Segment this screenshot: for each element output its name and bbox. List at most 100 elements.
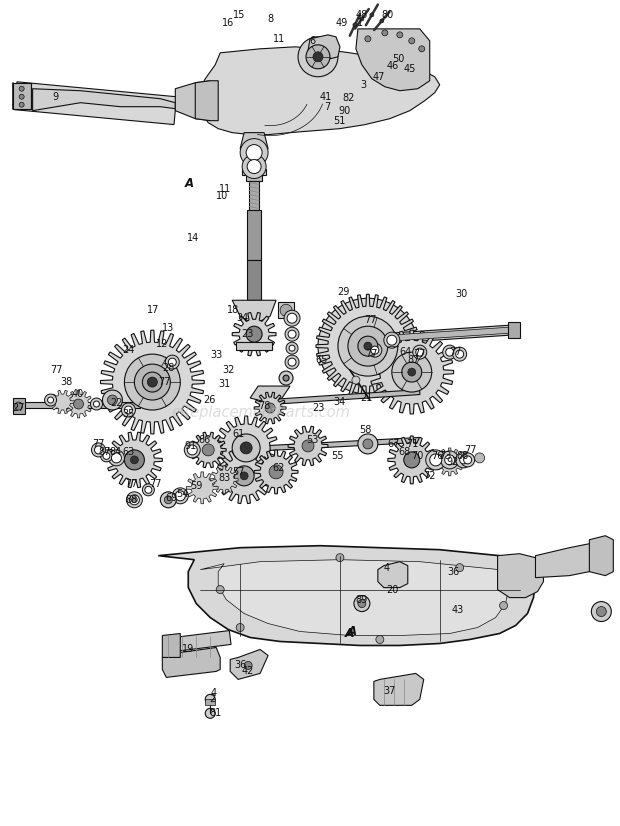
Circle shape <box>232 434 260 462</box>
Text: 14: 14 <box>187 234 200 244</box>
Circle shape <box>240 472 248 480</box>
Circle shape <box>100 450 112 462</box>
Polygon shape <box>216 449 272 504</box>
Circle shape <box>426 450 446 470</box>
Text: 53: 53 <box>306 435 318 445</box>
Circle shape <box>112 453 122 463</box>
Circle shape <box>125 354 180 410</box>
Circle shape <box>338 316 398 376</box>
Circle shape <box>397 32 403 38</box>
Circle shape <box>591 601 611 621</box>
Polygon shape <box>166 630 231 653</box>
Text: 88: 88 <box>456 451 469 461</box>
Circle shape <box>166 355 179 369</box>
Circle shape <box>456 563 464 572</box>
Circle shape <box>298 37 338 77</box>
Text: 23: 23 <box>312 403 324 413</box>
Circle shape <box>240 442 252 454</box>
Polygon shape <box>316 294 420 398</box>
Text: 46: 46 <box>387 61 399 71</box>
Circle shape <box>456 452 472 468</box>
Circle shape <box>148 377 157 387</box>
Polygon shape <box>249 181 259 290</box>
Text: 36: 36 <box>448 567 460 577</box>
Text: 1: 1 <box>357 18 363 28</box>
Text: 42: 42 <box>242 667 254 676</box>
Polygon shape <box>308 35 340 59</box>
Circle shape <box>184 442 200 458</box>
Ellipse shape <box>318 298 418 394</box>
Text: 77: 77 <box>125 479 138 489</box>
Text: 77: 77 <box>149 479 162 489</box>
Text: 8: 8 <box>267 14 273 24</box>
Polygon shape <box>16 402 140 408</box>
Text: 16: 16 <box>222 18 234 28</box>
Text: 78: 78 <box>258 401 270 411</box>
Circle shape <box>247 159 261 173</box>
Text: 23: 23 <box>241 330 254 339</box>
Polygon shape <box>389 325 510 343</box>
Polygon shape <box>270 390 420 405</box>
Circle shape <box>108 450 125 466</box>
Text: 6: 6 <box>309 36 315 45</box>
Circle shape <box>365 36 371 42</box>
Text: 26: 26 <box>203 395 215 405</box>
Polygon shape <box>270 438 420 450</box>
Text: 76: 76 <box>432 451 444 461</box>
Circle shape <box>143 372 162 392</box>
Text: 4: 4 <box>210 688 216 698</box>
Circle shape <box>416 348 423 356</box>
Polygon shape <box>158 546 536 645</box>
Circle shape <box>445 455 454 465</box>
Circle shape <box>135 364 170 400</box>
Circle shape <box>102 390 122 410</box>
Text: 70: 70 <box>412 451 424 461</box>
Text: 11: 11 <box>273 34 285 44</box>
Circle shape <box>122 403 135 417</box>
Circle shape <box>15 402 23 410</box>
Circle shape <box>441 451 459 469</box>
Circle shape <box>336 553 344 562</box>
Polygon shape <box>230 649 268 680</box>
Polygon shape <box>536 544 597 577</box>
Text: 51: 51 <box>333 116 345 126</box>
Circle shape <box>287 313 297 323</box>
Circle shape <box>45 394 56 406</box>
Text: 33: 33 <box>210 350 223 360</box>
Text: 4: 4 <box>384 563 390 572</box>
Circle shape <box>313 52 323 62</box>
Circle shape <box>418 45 425 52</box>
Polygon shape <box>242 169 266 174</box>
Text: 58: 58 <box>360 425 372 435</box>
Text: 77: 77 <box>414 349 426 359</box>
Text: 91: 91 <box>184 441 197 451</box>
Circle shape <box>283 375 289 381</box>
Text: 19: 19 <box>182 644 195 654</box>
Circle shape <box>459 456 467 464</box>
Text: A: A <box>347 625 356 638</box>
Circle shape <box>380 19 384 23</box>
Polygon shape <box>175 81 210 121</box>
Circle shape <box>244 662 252 669</box>
Circle shape <box>168 358 176 366</box>
Text: 92: 92 <box>446 457 459 467</box>
Circle shape <box>286 342 298 354</box>
Polygon shape <box>247 140 261 154</box>
Text: 89: 89 <box>356 595 368 605</box>
Text: 36: 36 <box>234 661 246 671</box>
Circle shape <box>103 453 110 459</box>
Circle shape <box>404 452 420 468</box>
Text: 55: 55 <box>332 451 344 461</box>
Text: 38: 38 <box>60 377 73 387</box>
Text: 20: 20 <box>387 585 399 595</box>
Text: 45: 45 <box>404 64 416 74</box>
Text: 24: 24 <box>122 345 135 355</box>
Polygon shape <box>247 211 261 260</box>
Circle shape <box>352 376 360 384</box>
Text: 73: 73 <box>440 451 452 461</box>
Circle shape <box>430 454 441 466</box>
Polygon shape <box>162 634 180 657</box>
Text: 80: 80 <box>382 10 394 20</box>
Circle shape <box>107 395 117 405</box>
Polygon shape <box>247 260 261 301</box>
